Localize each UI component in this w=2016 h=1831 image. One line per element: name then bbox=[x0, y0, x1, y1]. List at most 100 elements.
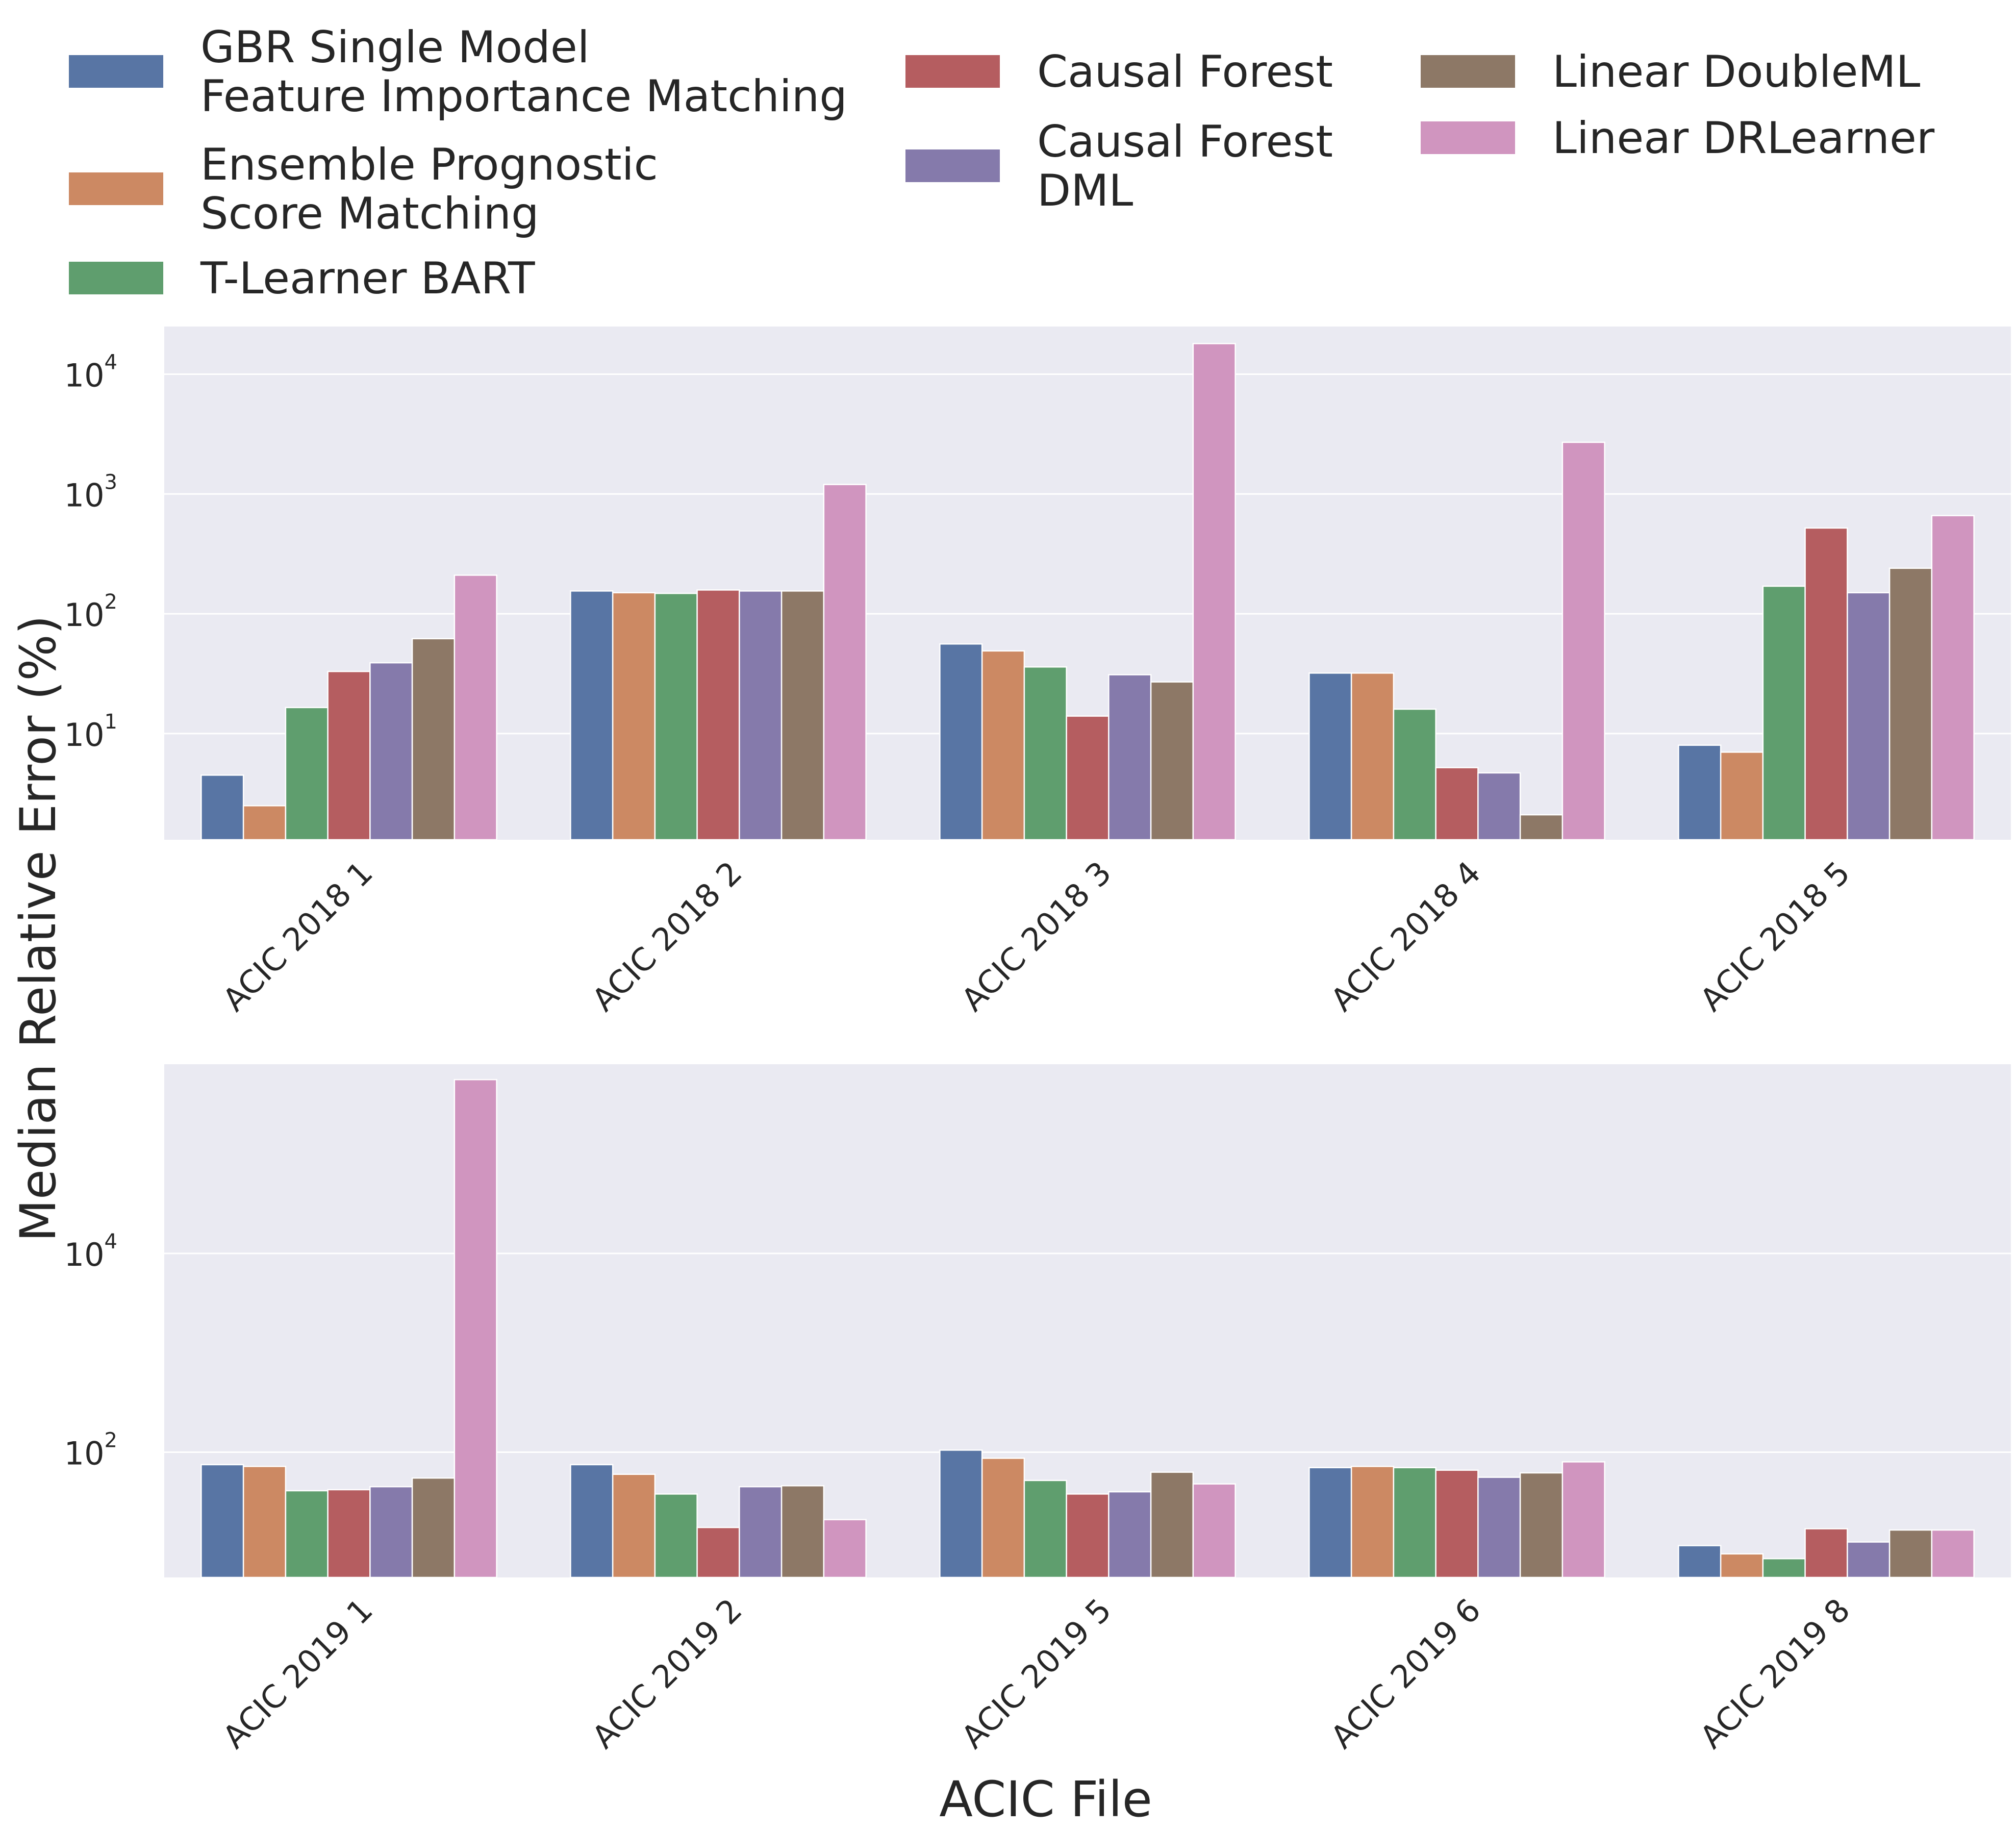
bar-acic-2019-5-series-4 bbox=[1066, 1493, 1110, 1578]
legend-label: Linear DRLearner bbox=[1552, 113, 1935, 164]
legend-entry: Linear DoubleML bbox=[1421, 46, 1921, 97]
legend-label: Ensemble Prognostic bbox=[200, 139, 658, 190]
bar-acic-2019-5-series-5 bbox=[1108, 1491, 1152, 1578]
bar-acic-2019-2-series-4 bbox=[696, 1526, 740, 1578]
x-tick-label: ACIC 2018 2 bbox=[585, 854, 749, 1018]
bar-acic-2018-5-series-7 bbox=[1931, 515, 1975, 841]
legend-label: T-Learner BART bbox=[200, 253, 535, 304]
bar-acic-2018-3-series-1 bbox=[939, 643, 983, 841]
bar-acic-2019-2-series-3 bbox=[654, 1493, 698, 1578]
bar-acic-2019-8-series-7 bbox=[1931, 1529, 1975, 1578]
bar-acic-2019-8-series-1 bbox=[1678, 1545, 1722, 1578]
x-tick-label: ACIC 2019 2 bbox=[585, 1591, 749, 1755]
bar-acic-2018-2-series-1 bbox=[570, 590, 614, 841]
bar-acic-2018-1-series-2 bbox=[242, 805, 287, 841]
bar-acic-2018-5-series-3 bbox=[1762, 585, 1806, 841]
bar-acic-2018-3-series-3 bbox=[1023, 666, 1067, 841]
bar-acic-2018-3-series-5 bbox=[1108, 674, 1152, 841]
legend-swatch bbox=[69, 55, 163, 88]
legend-swatch bbox=[1421, 121, 1515, 154]
panel-acic-2019: 102 104 ACIC 2019 1 ACIC 2019 2 ACIC 2019 5… bbox=[64, 1064, 2011, 1755]
y-tick-label: 104 bbox=[64, 1230, 117, 1273]
x-tick-label: ACIC 2019 1 bbox=[215, 1591, 380, 1755]
bar-acic-2018-1-series-1 bbox=[200, 774, 244, 841]
bar-acic-2019-2-series-5 bbox=[739, 1486, 783, 1578]
bar-acic-2019-2-series-1 bbox=[570, 1464, 614, 1578]
bar-acic-2018-4-series-6 bbox=[1519, 814, 1564, 841]
x-axis-title: ACIC File bbox=[939, 1771, 1152, 1828]
bar-acic-2018-1-series-4 bbox=[327, 670, 371, 841]
legend-swatch bbox=[1421, 55, 1515, 88]
bar-acic-2018-4-series-2 bbox=[1350, 672, 1395, 841]
bar-acic-2018-1-series-5 bbox=[369, 662, 413, 841]
legend-label: Causal Forest bbox=[1037, 116, 1333, 167]
bar-acic-2019-2-series-7 bbox=[823, 1519, 867, 1578]
y-tick-label: 103 bbox=[64, 470, 117, 514]
bar-acic-2019-6-series-1 bbox=[1308, 1467, 1352, 1578]
bar-acic-2019-1-series-4 bbox=[327, 1489, 371, 1578]
bar-acic-2018-3-series-4 bbox=[1066, 715, 1110, 841]
bar-acic-2019-6-series-3 bbox=[1393, 1467, 1437, 1578]
bar-acic-2018-4-series-1 bbox=[1308, 672, 1352, 841]
legend-entry: Linear DRLearner bbox=[1421, 113, 1935, 164]
x-tick-label: ACIC 2018 1 bbox=[215, 854, 380, 1018]
legend-label: Linear DoubleML bbox=[1552, 46, 1921, 97]
y-tick-label: 104 bbox=[64, 350, 117, 394]
bar-acic-2018-2-series-5 bbox=[739, 590, 783, 841]
x-tick-label: ACIC 2018 4 bbox=[1323, 854, 1488, 1018]
bar-acic-2019-6-series-5 bbox=[1477, 1476, 1521, 1578]
bar-acic-2018-5-series-1 bbox=[1678, 744, 1722, 841]
bar-acic-2019-1-series-6 bbox=[411, 1477, 456, 1578]
bar-acic-2019-1-series-1 bbox=[200, 1464, 244, 1578]
bar-acic-2019-1-series-7 bbox=[453, 1078, 497, 1578]
bar-acic-2018-2-series-4 bbox=[696, 589, 740, 841]
x-tick-label: ACIC 2019 8 bbox=[1693, 1591, 1857, 1755]
y-axis-title: Median Relative Error (%) bbox=[10, 615, 67, 1242]
legend-label: Feature Importance Matching bbox=[200, 71, 847, 122]
legend-entry: Causal Forest bbox=[905, 46, 1333, 97]
legend-label: DML bbox=[1037, 165, 1133, 216]
legend-label: Causal Forest bbox=[1037, 46, 1333, 97]
bar-acic-2019-6-series-4 bbox=[1435, 1469, 1479, 1578]
bar-acic-2019-1-series-5 bbox=[369, 1486, 413, 1578]
y-tick-label: 102 bbox=[64, 1429, 117, 1472]
bar-acic-2018-5-series-6 bbox=[1888, 567, 1933, 841]
bar-acic-2019-8-series-3 bbox=[1762, 1558, 1806, 1578]
bar-acic-2018-2-series-2 bbox=[612, 592, 656, 841]
x-tick-label: ACIC 2019 5 bbox=[954, 1591, 1118, 1755]
bar-acic-2018-4-series-3 bbox=[1393, 708, 1437, 841]
bar-acic-2018-2-series-3 bbox=[654, 592, 698, 841]
bar-acic-2018-3-series-6 bbox=[1150, 681, 1194, 841]
bar-acic-2018-3-series-2 bbox=[981, 650, 1025, 841]
x-tick-label: ACIC 2018 5 bbox=[1693, 854, 1857, 1018]
x-tick-label: ACIC 2018 3 bbox=[954, 854, 1118, 1018]
bar-acic-2018-2-series-7 bbox=[823, 484, 867, 841]
panel-acic-2018: 101 102 103 104 ACIC 2018 1 ACIC 2018 2 ACIC … bbox=[64, 327, 2011, 1018]
legend-swatch bbox=[69, 262, 163, 294]
bar-acic-2019-6-series-6 bbox=[1519, 1472, 1564, 1578]
legend-entry: T-Learner BART bbox=[69, 253, 535, 304]
bar-acic-2018-4-series-4 bbox=[1435, 767, 1479, 841]
bar-acic-2018-4-series-5 bbox=[1477, 772, 1521, 841]
bar-acic-2019-8-series-4 bbox=[1804, 1528, 1848, 1578]
bar-acic-2019-6-series-7 bbox=[1561, 1461, 1605, 1578]
legend-swatch bbox=[905, 55, 1000, 88]
bar-acic-2018-2-series-6 bbox=[780, 590, 825, 841]
legend-swatch bbox=[905, 149, 1000, 182]
bar-acic-2018-3-series-7 bbox=[1192, 343, 1236, 841]
legend-label: Score Matching bbox=[200, 188, 539, 239]
bar-acic-2019-5-series-1 bbox=[939, 1449, 983, 1578]
x-tick-label: ACIC 2019 6 bbox=[1323, 1591, 1488, 1755]
bar-acic-2019-5-series-2 bbox=[981, 1458, 1025, 1578]
bar-acic-2019-1-series-3 bbox=[285, 1490, 329, 1578]
legend-label: GBR Single Model bbox=[200, 22, 590, 73]
bar-acic-2019-5-series-3 bbox=[1023, 1479, 1067, 1578]
bar-acic-2019-6-series-2 bbox=[1350, 1466, 1395, 1578]
bar-acic-2019-2-series-2 bbox=[612, 1473, 656, 1578]
bar-acic-2018-1-series-6 bbox=[411, 638, 456, 841]
bar-acic-2019-2-series-6 bbox=[780, 1485, 825, 1578]
